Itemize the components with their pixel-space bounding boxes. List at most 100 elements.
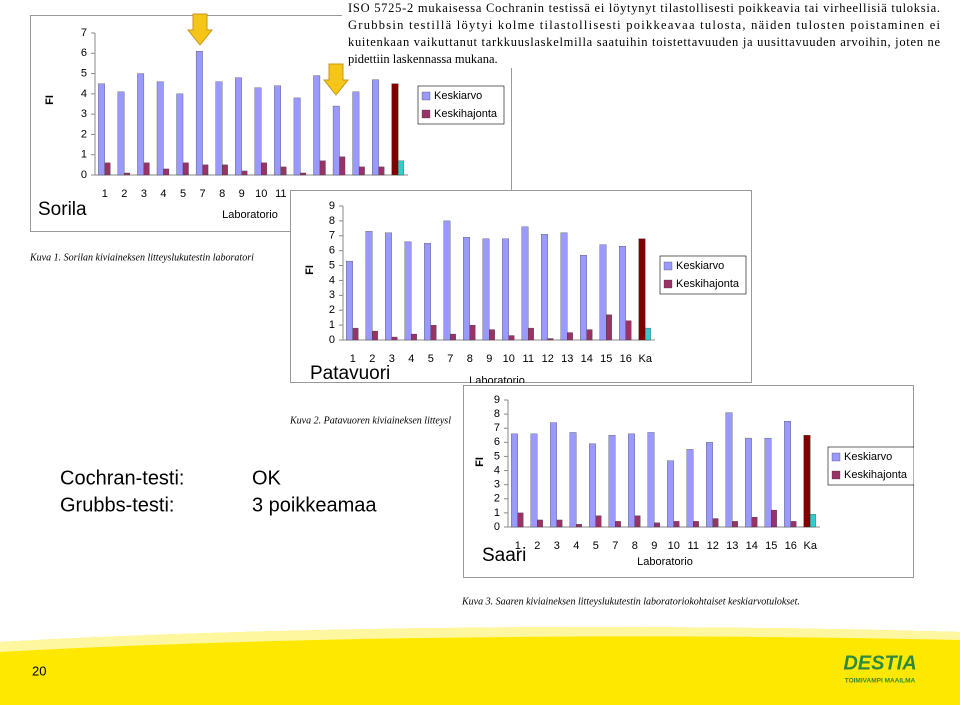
y-tick-label: 9 (494, 394, 500, 406)
legend-label: Keskihajonta (844, 469, 908, 481)
y-tick-label: 5 (329, 259, 335, 271)
bar (541, 234, 548, 341)
legend-box (827, 446, 914, 486)
bar (619, 246, 626, 341)
x-tick-label: 9 (486, 353, 492, 365)
bar (274, 85, 281, 176)
logo: DESTIA (843, 652, 916, 674)
x-axis-label: Laboratorio (222, 209, 278, 221)
x-tick-label: 7 (200, 188, 206, 200)
x-tick-label: 5 (180, 188, 186, 200)
bar (686, 449, 694, 528)
bar (261, 162, 267, 176)
caption: Kuva 1. Sorilan kiviaineksen litteysluku… (29, 252, 254, 263)
bar (391, 336, 398, 341)
y-tick-label: 2 (494, 493, 500, 505)
bar (645, 327, 651, 341)
slogan: TOIMIVAMPI MAAILMA (845, 678, 916, 685)
x-tick-label: 15 (600, 353, 612, 365)
y-tick-label: 4 (494, 464, 500, 476)
x-tick-label: 14 (746, 540, 758, 552)
y-tick-label: 7 (81, 27, 87, 39)
chart-title: Sorila (38, 199, 87, 220)
bar (424, 243, 431, 341)
bar (712, 518, 719, 528)
bar (589, 443, 596, 528)
y-axis-label: FI (304, 265, 316, 275)
y-tick-label: 7 (329, 230, 335, 242)
bar (595, 515, 602, 528)
y-tick-label: 3 (494, 479, 500, 491)
x-tick-label: 3 (389, 353, 395, 365)
x-tick-label: 3 (554, 540, 560, 552)
y-tick-label: 6 (81, 47, 87, 59)
x-tick-label: 1 (102, 188, 108, 200)
x-tick-label: 3 (141, 188, 147, 200)
bar (803, 435, 811, 528)
x-tick-label: Ka (804, 540, 818, 552)
bar (732, 521, 738, 528)
x-tick-label: 10 (503, 353, 515, 365)
bar (313, 75, 321, 176)
bar (647, 432, 655, 528)
y-tick-label: 3 (81, 108, 87, 120)
x-axis-label: Laboratorio (469, 375, 525, 387)
bar (537, 519, 543, 528)
x-tick-label: 5 (593, 540, 599, 552)
x-tick-label: 11 (523, 353, 534, 365)
x-tick-label: 12 (542, 353, 554, 365)
x-tick-label: 5 (428, 353, 434, 365)
arrow (322, 63, 350, 96)
bar (411, 333, 417, 341)
y-tick-label: 8 (494, 408, 500, 420)
legend-swatch (663, 261, 673, 271)
y-tick-label: 0 (81, 169, 87, 181)
x-tick-label: 10 (255, 188, 267, 200)
bar (391, 83, 399, 176)
x-tick-label: 14 (581, 353, 593, 365)
legend-label: Keskihajonta (676, 278, 740, 290)
bar (628, 433, 635, 528)
legend-swatch (421, 109, 431, 119)
bar (300, 172, 307, 176)
bar (280, 166, 287, 176)
y-tick-label: 0 (329, 334, 335, 346)
bar (365, 231, 373, 341)
bar (176, 93, 184, 176)
legend-label: Keskiarvo (844, 451, 892, 463)
bar (378, 166, 385, 176)
bar (517, 512, 524, 528)
bar (667, 460, 674, 528)
bar (385, 232, 392, 341)
paragraph: ISO 5725-2 mukaisessa Cochranin testissä… (342, 0, 960, 68)
bar (222, 164, 228, 176)
bar (502, 238, 509, 341)
y-tick-label: 5 (494, 450, 500, 462)
bar (693, 521, 699, 528)
arrow (186, 13, 214, 46)
legend-label: Keskiarvo (676, 260, 724, 272)
y-tick-label: 6 (329, 245, 335, 257)
bar (556, 519, 563, 528)
x-tick-label: 15 (765, 540, 777, 552)
bar (580, 254, 587, 341)
bar (528, 327, 534, 341)
bar (560, 232, 568, 341)
x-tick-label: 8 (467, 353, 473, 365)
y-tick-label: 1 (81, 149, 87, 161)
caption: Kuva 3. Saaren kiviaineksen litteyslukut… (461, 596, 800, 607)
x-tick-label: 2 (369, 353, 375, 365)
bar (599, 244, 607, 341)
paragraph-line: kuitenkaan vaikuttanut tarkkuuslaskelmil… (348, 35, 940, 49)
paragraph-line: pidettiin laskennassa mukana. (348, 52, 498, 66)
test-name: Grubbs-testi: (60, 494, 174, 516)
bar (430, 324, 437, 341)
x-tick-label: 1 (515, 540, 521, 552)
legend-swatch (831, 452, 841, 462)
legend-label: Keskiarvo (434, 90, 482, 102)
bar (547, 338, 554, 341)
x-tick-label: Ka (639, 353, 653, 365)
bar (156, 81, 164, 176)
bar (98, 83, 105, 176)
